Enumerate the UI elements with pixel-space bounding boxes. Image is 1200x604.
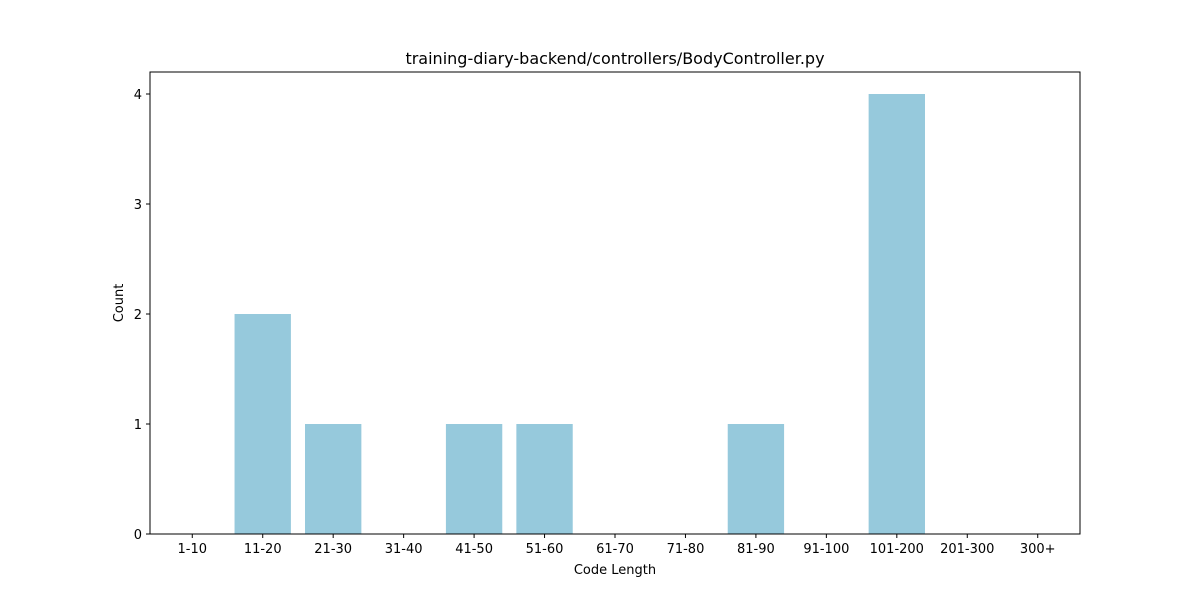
x-tick-label: 31-40 [385, 542, 423, 557]
y-tick-label: 4 [134, 88, 142, 103]
x-axis-ticks: 1-10 11-20 21-30 31-40 41-50 51-60 61-70 71-80 8… [178, 534, 1056, 557]
bar-101-200 [868, 94, 925, 534]
x-tick-label: 91-100 [803, 542, 849, 557]
bar-81-90 [727, 424, 785, 534]
y-tick-label: 0 [134, 528, 142, 543]
x-tick-label: 300+ [1020, 542, 1056, 557]
y-tick-label: 3 [134, 198, 142, 213]
x-tick-label: 21-30 [314, 542, 352, 557]
x-tick-label: 11-20 [244, 542, 282, 557]
y-axis-ticks: 0 1 2 3 4 [134, 88, 150, 543]
bars-group [234, 94, 925, 534]
bar-41-50 [445, 424, 503, 534]
y-tick-label: 1 [134, 418, 142, 433]
x-tick-label: 61-70 [596, 542, 634, 557]
x-tick-label: 41-50 [455, 542, 493, 557]
y-axis-label: Count [112, 284, 127, 323]
y-tick-label: 2 [134, 308, 142, 323]
x-tick-label: 101-200 [870, 542, 924, 557]
bar-51-60 [516, 424, 573, 534]
x-tick-label: 51-60 [526, 542, 564, 557]
bar-11-20 [234, 314, 291, 534]
bar-21-30 [305, 424, 362, 534]
x-tick-label: 81-90 [737, 542, 775, 557]
x-axis-label: Code Length [574, 563, 656, 578]
x-tick-label: 1-10 [178, 542, 208, 557]
chart-title: training-diary-backend/controllers/BodyC… [405, 49, 824, 68]
x-tick-label: 201-300 [940, 542, 994, 557]
x-tick-label: 71-80 [667, 542, 705, 557]
